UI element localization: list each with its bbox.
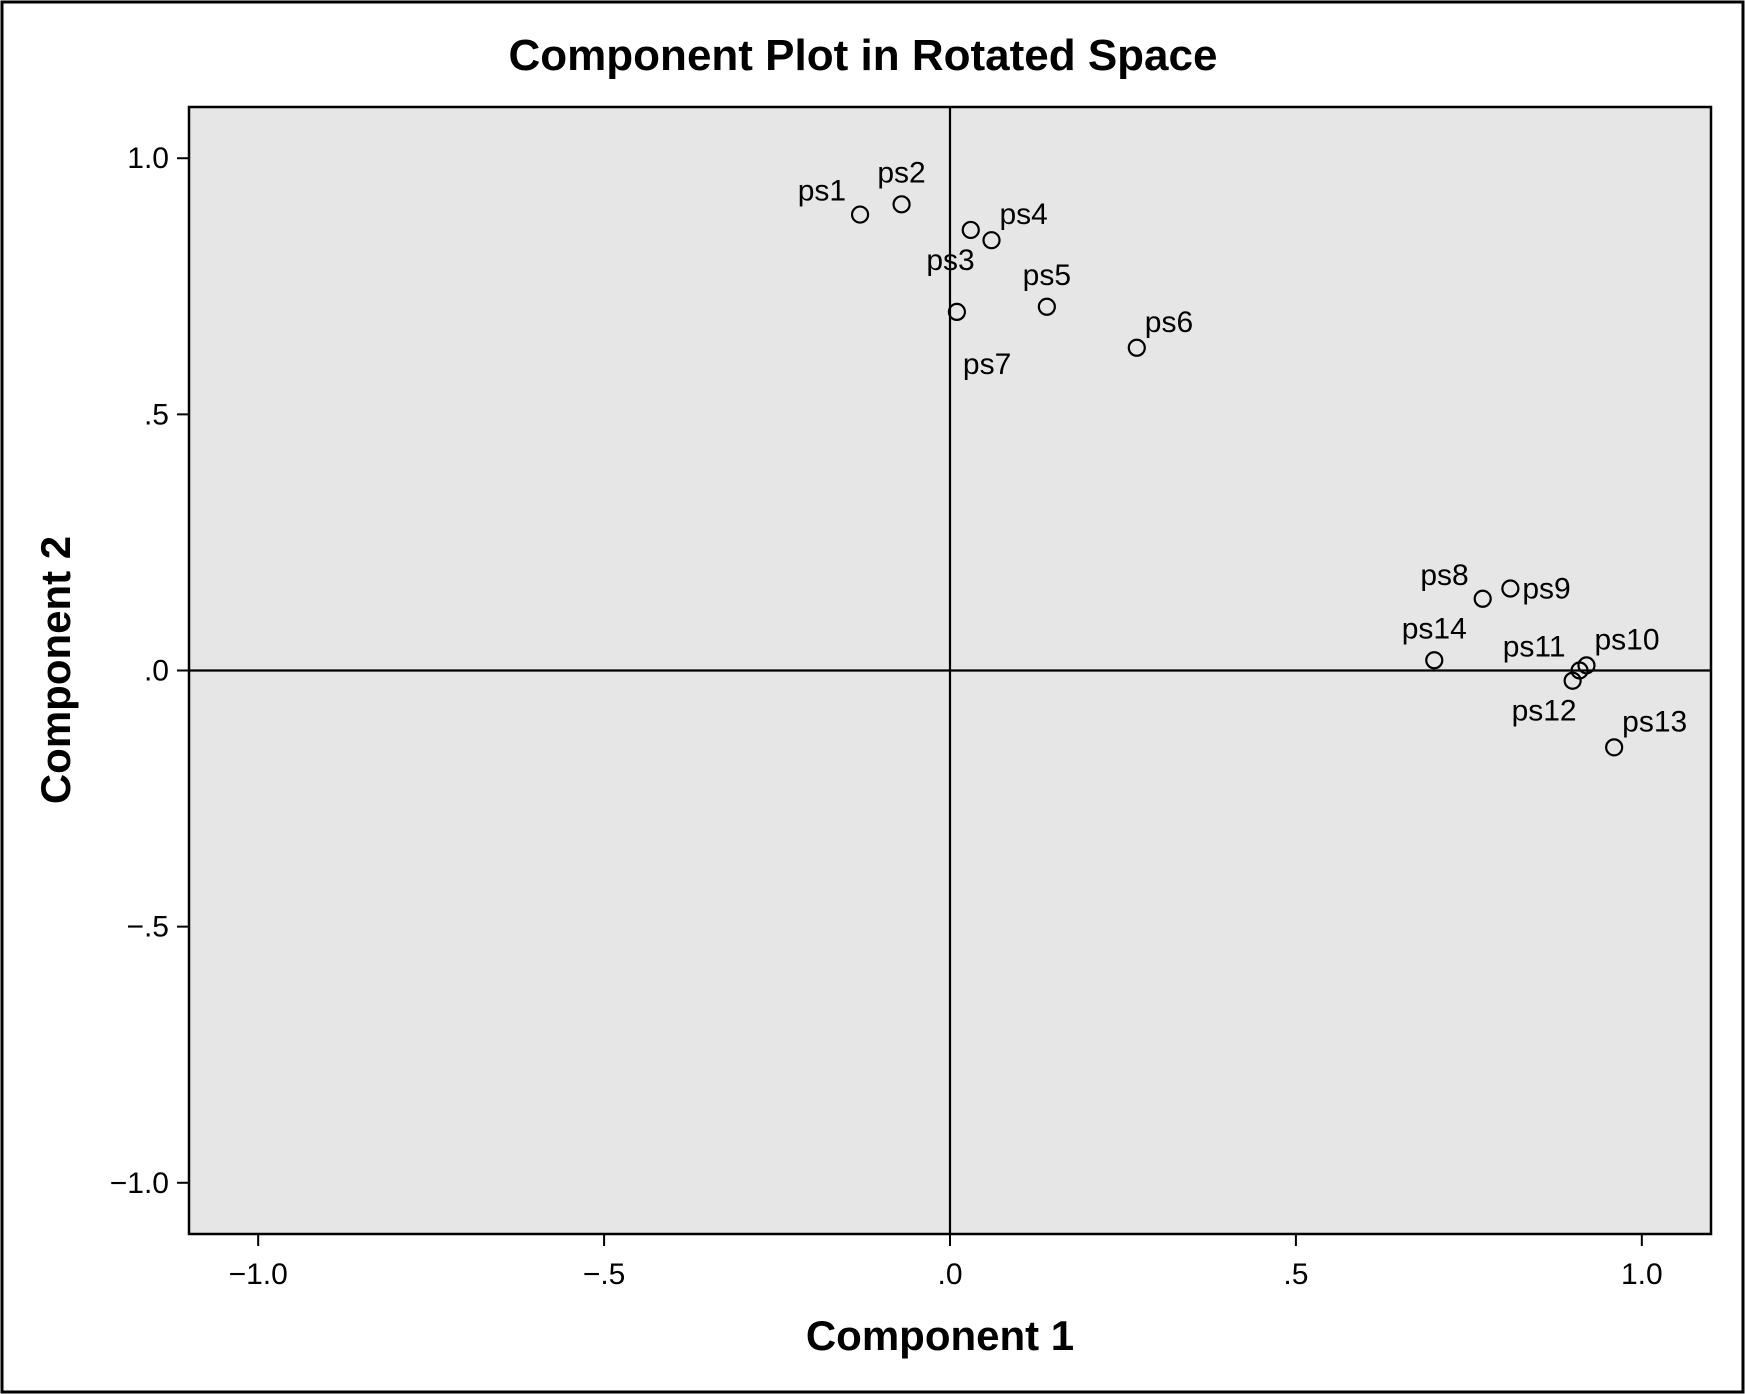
data-point-ps12 [1563, 671, 1582, 690]
point-label-ps11: ps11 [1503, 631, 1566, 664]
x-axis-title: Component 1 [806, 1312, 1074, 1359]
point-label-ps10: ps10 [1594, 623, 1659, 656]
point-label-ps4: ps4 [1000, 198, 1048, 231]
data-point-ps4 [982, 231, 1001, 250]
point-label-ps6: ps6 [1145, 306, 1193, 339]
data-point-ps3 [961, 220, 980, 240]
data-point-ps7 [947, 302, 967, 322]
data-point-ps1 [850, 205, 870, 224]
point-label-ps12: ps12 [1512, 695, 1577, 728]
y-tick-label: .5 [144, 398, 169, 431]
point-labels: ps1 ps2 ps3 ps4 ps5 ps6 ps7 ps8 ps9 ps10 ps11 ps12 p… [798, 156, 1688, 738]
data-points [850, 195, 1624, 757]
x-axis: −1.0 −.5 .0 .5 1.0 [229, 1234, 1663, 1291]
data-point-ps6 [1127, 338, 1146, 357]
data-point-ps13 [1605, 738, 1624, 757]
y-axis-title: Component 2 [32, 536, 79, 804]
x-tick-label: −.5 [583, 1258, 626, 1291]
x-tick-label: 1.0 [1621, 1258, 1663, 1291]
point-label-ps9: ps9 [1522, 573, 1570, 606]
point-label-ps2: ps2 [877, 156, 925, 189]
y-tick-label: 1.0 [127, 142, 169, 175]
data-point-ps8 [1473, 589, 1492, 608]
y-axis: 1.0 .5 .0 −.5 −1.0 [110, 142, 189, 1200]
x-tick-label: .5 [1283, 1258, 1308, 1291]
y-tick-label: −.5 [126, 911, 169, 944]
reference-lines [189, 107, 1711, 1234]
point-label-ps8: ps8 [1420, 559, 1468, 592]
y-tick-label: .0 [144, 655, 169, 688]
point-label-ps13: ps13 [1622, 705, 1687, 738]
point-label-ps1: ps1 [798, 175, 846, 208]
point-label-ps14: ps14 [1402, 612, 1467, 645]
x-tick-label: .0 [937, 1258, 962, 1291]
x-tick-label: −1.0 [229, 1258, 288, 1291]
chart-title: Component Plot in Rotated Space [509, 31, 1218, 80]
point-label-ps7: ps7 [963, 348, 1011, 381]
data-point-ps14 [1425, 651, 1444, 670]
point-label-ps3: ps3 [926, 244, 974, 277]
data-point-ps5 [1037, 297, 1056, 316]
point-label-ps5: ps5 [1023, 259, 1071, 292]
y-tick-label: −1.0 [110, 1167, 169, 1200]
data-point-ps9 [1501, 579, 1520, 598]
data-point-ps2 [892, 195, 911, 214]
